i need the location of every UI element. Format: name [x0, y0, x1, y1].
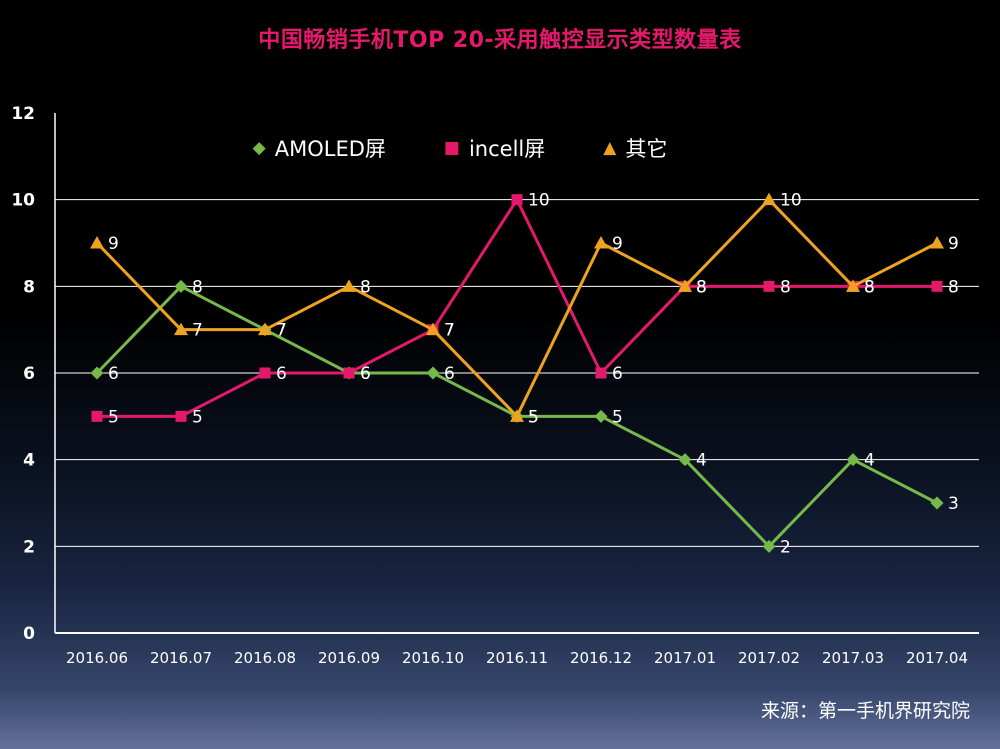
- legend-item-other: ▲ 其它: [603, 133, 667, 163]
- svg-text:2017.04: 2017.04: [906, 649, 968, 667]
- svg-text:8: 8: [864, 277, 875, 297]
- source-note: 来源：第一手机界研究院: [760, 700, 970, 722]
- svg-text:2016.11: 2016.11: [486, 649, 548, 667]
- svg-text:8: 8: [948, 277, 959, 297]
- svg-text:5: 5: [108, 407, 119, 427]
- svg-text:8: 8: [192, 277, 203, 297]
- svg-text:7: 7: [276, 321, 287, 341]
- svg-text:9: 9: [108, 234, 119, 254]
- svg-text:8: 8: [696, 277, 707, 297]
- legend-item-amoled: ◆ AMOLED屏: [253, 133, 386, 163]
- svg-text:2016.10: 2016.10: [402, 649, 464, 667]
- svg-text:8: 8: [696, 277, 707, 297]
- svg-text:7: 7: [192, 321, 203, 341]
- svg-text:2: 2: [780, 537, 791, 557]
- svg-text:8: 8: [864, 277, 875, 297]
- svg-text:9: 9: [612, 234, 623, 254]
- svg-text:10: 10: [528, 191, 550, 211]
- legend-item-incell: ■ incell屏: [444, 133, 545, 163]
- legend-label-incell: incell屏: [468, 137, 546, 161]
- diamond-marker-icon: ◆: [252, 137, 266, 158]
- svg-text:0: 0: [23, 624, 35, 644]
- svg-text:2: 2: [23, 537, 35, 557]
- svg-text:2016.09: 2016.09: [318, 649, 380, 667]
- svg-text:6: 6: [360, 364, 371, 384]
- svg-text:4: 4: [23, 451, 35, 471]
- svg-text:4: 4: [864, 451, 875, 471]
- svg-text:5: 5: [528, 407, 539, 427]
- svg-text:9: 9: [948, 234, 959, 254]
- svg-text:5: 5: [528, 407, 539, 427]
- svg-text:7: 7: [276, 321, 287, 341]
- svg-text:2017.02: 2017.02: [738, 649, 800, 667]
- chart-title: 中国畅销手机TOP 20-采用触控显示类型数量表: [258, 28, 742, 53]
- svg-text:3: 3: [948, 494, 959, 514]
- svg-text:10: 10: [780, 191, 802, 211]
- svg-text:2016.12: 2016.12: [570, 649, 632, 667]
- svg-text:2017.01: 2017.01: [654, 649, 716, 667]
- svg-text:8: 8: [780, 277, 791, 297]
- chart-legend: ◆ AMOLED屏 ■ incell屏 ▲ 其它: [40, 133, 880, 163]
- svg-text:5: 5: [612, 407, 623, 427]
- svg-text:2017.03: 2017.03: [822, 649, 884, 667]
- svg-text:2016.06: 2016.06: [66, 649, 128, 667]
- svg-text:5: 5: [192, 407, 203, 427]
- legend-label-other: 其它: [625, 137, 668, 161]
- svg-text:7: 7: [444, 321, 455, 341]
- svg-text:6: 6: [276, 364, 287, 384]
- svg-text:4: 4: [696, 451, 707, 471]
- svg-text:6: 6: [360, 364, 371, 384]
- svg-text:6: 6: [612, 364, 623, 384]
- svg-text:8: 8: [360, 277, 371, 297]
- svg-text:6: 6: [444, 364, 455, 384]
- svg-text:10: 10: [11, 191, 35, 211]
- svg-text:6: 6: [23, 364, 35, 384]
- svg-text:6: 6: [108, 364, 119, 384]
- svg-text:8: 8: [23, 277, 35, 297]
- svg-text:12: 12: [11, 104, 35, 124]
- svg-text:2016.08: 2016.08: [234, 649, 296, 667]
- triangle-marker-icon: ▲: [603, 137, 617, 158]
- legend-label-amoled: AMOLED屏: [274, 137, 386, 161]
- svg-text:2016.07: 2016.07: [150, 649, 212, 667]
- svg-text:7: 7: [444, 321, 455, 341]
- square-marker-icon: ■: [443, 137, 460, 158]
